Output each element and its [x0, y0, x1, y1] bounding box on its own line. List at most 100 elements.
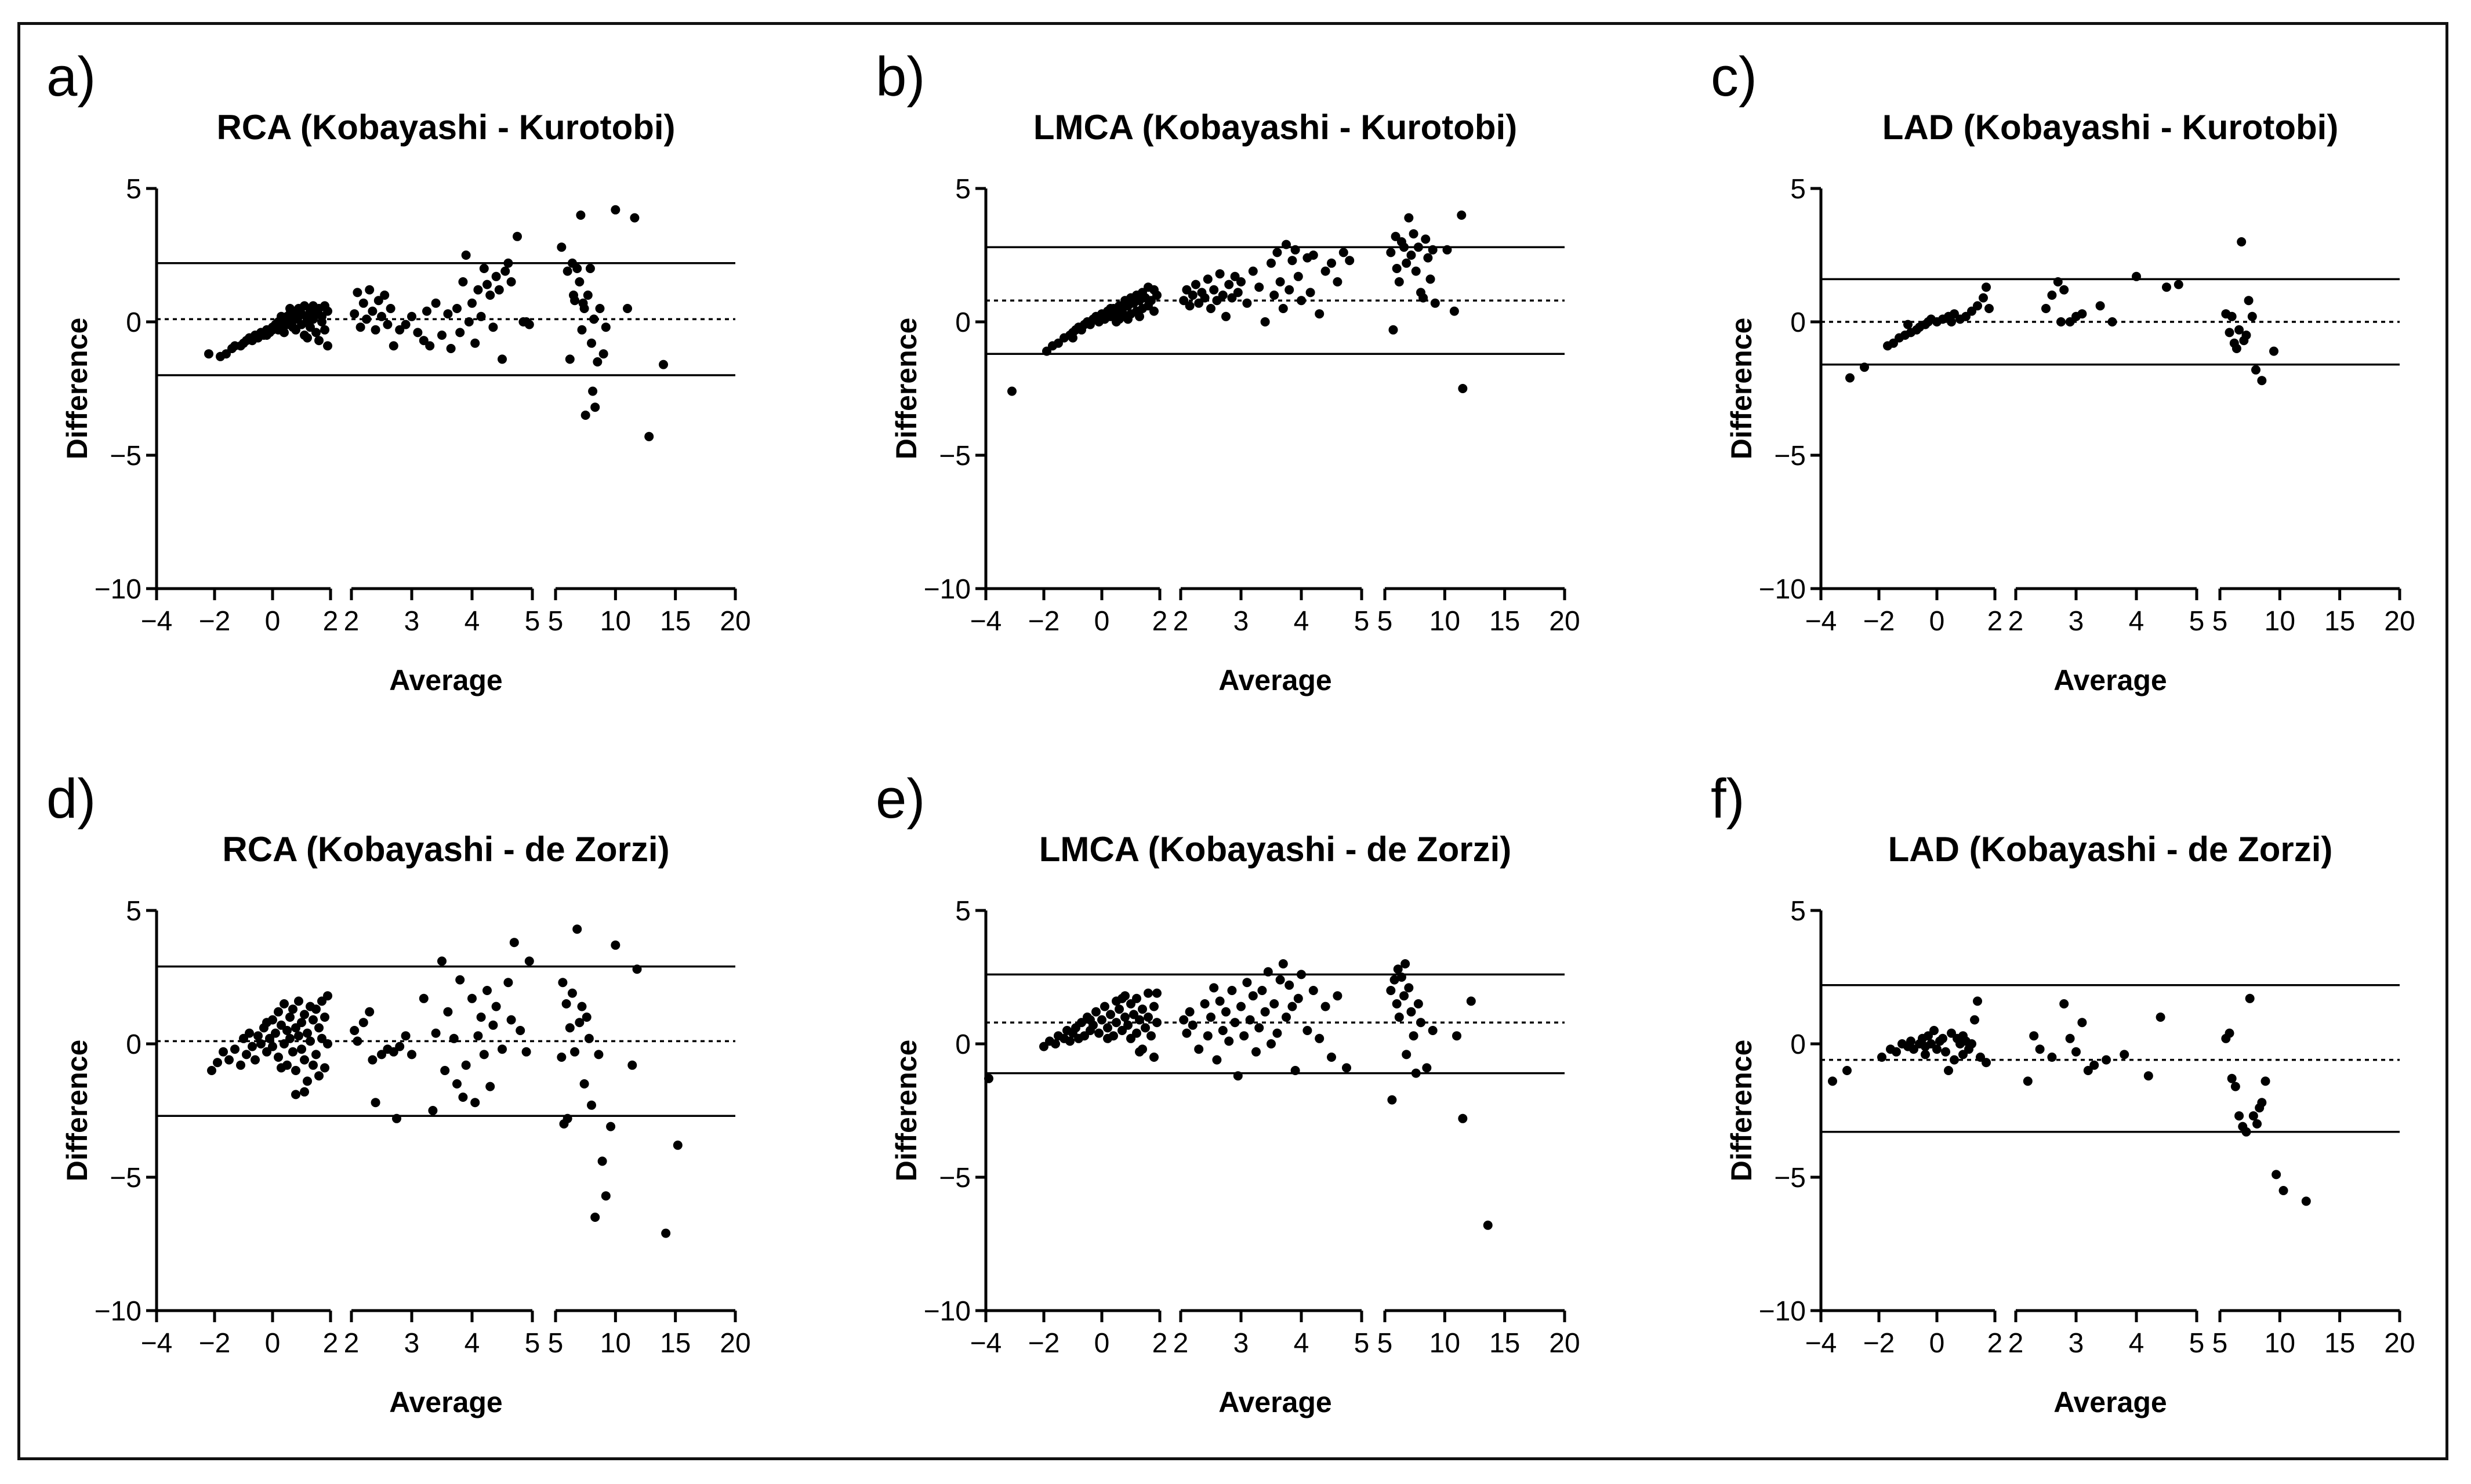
panel-d: d) RCA (Kobayashi - de Zorzi) Difference Av…: [46, 768, 751, 1418]
data-point: [1430, 298, 1440, 308]
data-point: [419, 993, 429, 1003]
data-point: [428, 1106, 438, 1115]
data-point: [575, 1018, 585, 1028]
data-point: [1396, 973, 1406, 982]
data-point: [2041, 304, 2051, 313]
data-point: [2244, 296, 2254, 306]
x-tick-label: 2: [2008, 1328, 2024, 1359]
data-point: [1984, 304, 1994, 313]
x-tick-label: −2: [1863, 606, 1895, 637]
data-point: [253, 1031, 263, 1041]
data-point: [303, 1076, 312, 1086]
data-point: [473, 1031, 483, 1041]
data-point: [1929, 1026, 1939, 1035]
data-point: [1123, 1020, 1133, 1030]
data-point: [350, 1026, 360, 1035]
data-point: [300, 1055, 309, 1065]
data-point: [1103, 1033, 1112, 1043]
data-point: [1982, 1058, 1991, 1068]
y-tick-label: −10: [924, 1296, 971, 1327]
x-tick-label: 15: [660, 606, 691, 637]
data-point: [268, 1042, 277, 1051]
x-tick-label: 20: [720, 1328, 750, 1359]
data-point: [323, 306, 332, 316]
data-point: [323, 1039, 332, 1048]
data-point: [632, 964, 642, 974]
data-point: [271, 1028, 280, 1038]
panel-label: e): [876, 768, 925, 830]
data-point: [262, 1018, 271, 1028]
x-tick-label: 2: [1987, 1328, 2003, 1359]
data-point: [565, 354, 575, 364]
x-tick-label: 15: [660, 1328, 691, 1359]
data-point: [323, 991, 332, 1001]
data-point: [1327, 1053, 1336, 1062]
data-point: [1404, 213, 1414, 223]
data-point: [1097, 1015, 1106, 1025]
data-point: [2269, 346, 2278, 356]
data-point: [1394, 277, 1404, 286]
data-point: [285, 1013, 295, 1022]
data-point: [1411, 266, 1421, 276]
data-point: [437, 331, 447, 340]
data-point: [1146, 1031, 1156, 1041]
data-point: [1149, 1053, 1159, 1062]
data-point: [1149, 306, 1159, 316]
x-tick-label: 0: [1094, 1328, 1110, 1359]
data-point: [1449, 306, 1459, 316]
data-point: [358, 1018, 368, 1028]
data-point: [2077, 309, 2087, 319]
data-point: [1152, 291, 1162, 300]
x-tick-label: 0: [265, 606, 281, 637]
x-tick-label: 3: [2069, 606, 2084, 637]
data-point: [461, 251, 471, 260]
data-point: [1251, 1047, 1261, 1057]
data-point: [443, 1007, 453, 1017]
data-point: [377, 311, 386, 321]
data-point: [1400, 959, 1410, 968]
data-point: [1892, 1047, 1901, 1057]
data-point: [1399, 242, 1409, 252]
data-point: [2252, 1119, 2262, 1129]
data-point: [1106, 304, 1115, 313]
data-point: [294, 1031, 303, 1041]
data-point: [582, 1013, 592, 1022]
data-point: [569, 291, 578, 300]
data-point: [2278, 1186, 2288, 1195]
data-point: [274, 1053, 283, 1062]
data-point: [1179, 296, 1189, 306]
data-point: [1944, 1066, 1953, 1075]
y-tick-label: −5: [1774, 441, 1806, 471]
data-point: [2237, 237, 2247, 246]
x-tick-label: 3: [1233, 606, 1249, 637]
data-point: [1257, 986, 1267, 995]
data-point: [1423, 253, 1433, 263]
data-point: [2065, 1033, 2075, 1043]
x-tick-label: −4: [970, 606, 1002, 637]
data-point: [431, 298, 441, 308]
data-point: [1135, 1047, 1144, 1057]
data-point: [476, 1013, 486, 1022]
x-tick-label: 15: [1489, 606, 1520, 637]
x-tick-label: 4: [1294, 606, 1309, 637]
data-point: [437, 956, 447, 966]
data-point: [277, 311, 286, 321]
data-point: [1221, 1007, 1231, 1017]
data-point: [425, 341, 435, 351]
data-point: [584, 1033, 594, 1043]
data-point: [1457, 211, 1467, 220]
data-point: [2089, 1060, 2099, 1070]
data-point: [611, 940, 621, 950]
data-point: [1409, 1031, 1418, 1041]
data-point: [479, 264, 489, 273]
data-point: [2095, 301, 2105, 311]
data-point: [1185, 301, 1195, 311]
data-point: [365, 285, 375, 295]
data-point: [1135, 1015, 1144, 1025]
data-point: [479, 1050, 489, 1060]
data-point: [557, 242, 567, 252]
data-point: [353, 1036, 362, 1046]
data-point: [1091, 1007, 1101, 1017]
data-point: [1290, 245, 1300, 255]
